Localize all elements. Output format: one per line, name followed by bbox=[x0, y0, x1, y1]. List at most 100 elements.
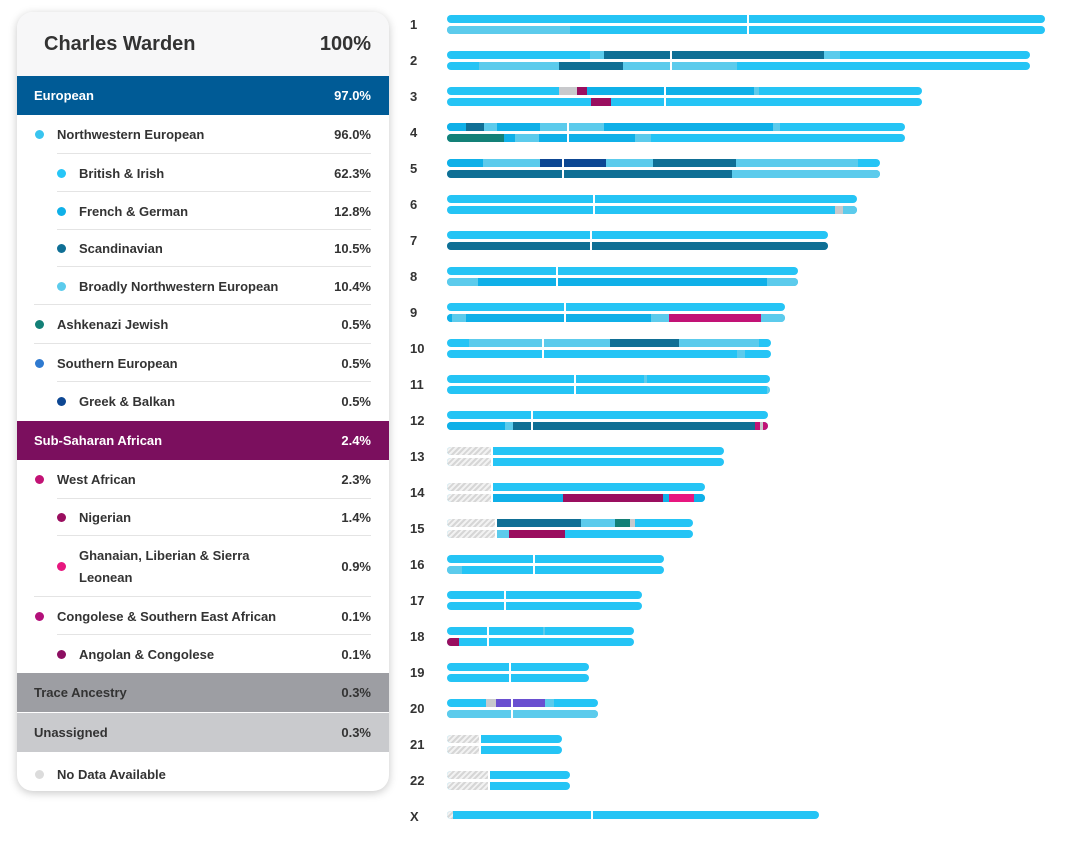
ancestry-segment[interactable] bbox=[644, 375, 647, 383]
chromosome-12-strand-1[interactable] bbox=[447, 411, 768, 419]
chromosome-14-strand-1[interactable] bbox=[447, 483, 705, 491]
ancestry-row-trace-ancestry[interactable]: Trace Ancestry 0.3% bbox=[17, 673, 389, 712]
chromosome-2-strand-2[interactable] bbox=[447, 62, 1030, 70]
chromosome-22-strand-2[interactable] bbox=[447, 782, 570, 790]
ancestry-row-ghanaian[interactable]: Ghanaian, Liberian & Sierra Leonean 0.9% bbox=[17, 536, 389, 597]
ancestry-segment[interactable] bbox=[761, 314, 785, 322]
ancestry-segment[interactable] bbox=[479, 62, 559, 70]
chromosome-20-strand-2[interactable] bbox=[447, 710, 598, 718]
chromosome-1-strand-1[interactable] bbox=[447, 15, 1045, 23]
ancestry-segment[interactable] bbox=[604, 123, 773, 131]
ancestry-segment[interactable] bbox=[694, 494, 705, 502]
chromosome-16-strand-2[interactable] bbox=[447, 566, 664, 574]
ancestry-segment[interactable] bbox=[623, 62, 670, 70]
ancestry-segment[interactable] bbox=[835, 206, 843, 214]
ancestry-segment[interactable] bbox=[666, 87, 754, 95]
chromosome-19-strand-2[interactable] bbox=[447, 674, 589, 682]
ancestry-row-congolese-sea[interactable]: Congolese & Southern East African 0.1% bbox=[17, 597, 389, 635]
ancestry-segment[interactable] bbox=[767, 386, 770, 394]
ancestry-segment[interactable] bbox=[540, 159, 562, 167]
ancestry-row-sub-saharan-african[interactable]: Sub-Saharan African 2.4% bbox=[17, 421, 389, 460]
ancestry-segment[interactable] bbox=[447, 278, 478, 286]
ancestry-segment[interactable] bbox=[590, 51, 604, 59]
ancestry-segment[interactable] bbox=[515, 134, 539, 142]
ancestry-segment[interactable] bbox=[760, 422, 763, 430]
chromosome-12-strand-2[interactable] bbox=[447, 422, 768, 430]
ancestry-segment[interactable] bbox=[669, 494, 694, 502]
ancestry-segment[interactable] bbox=[663, 494, 669, 502]
chromosome-3-strand-1[interactable] bbox=[447, 87, 922, 95]
chromosome-2-strand-1[interactable] bbox=[447, 51, 1030, 59]
chromosome-22-strand-1[interactable] bbox=[447, 771, 570, 779]
ancestry-segment[interactable] bbox=[630, 519, 635, 527]
ancestry-segment[interactable] bbox=[493, 494, 563, 502]
ancestry-segment[interactable] bbox=[447, 566, 462, 574]
ancestry-segment[interactable] bbox=[566, 314, 651, 322]
chromosome-16-strand-1[interactable] bbox=[447, 555, 664, 563]
ancestry-segment[interactable] bbox=[569, 134, 635, 142]
ancestry-row-unassigned[interactable]: Unassigned 0.3% bbox=[17, 713, 389, 752]
chromosome-21-strand-2[interactable] bbox=[447, 746, 562, 754]
ancestry-segment[interactable] bbox=[447, 170, 562, 178]
ancestry-segment[interactable] bbox=[672, 51, 824, 59]
ancestry-segment[interactable] bbox=[505, 422, 513, 430]
chromosome-18-strand-2[interactable] bbox=[447, 638, 634, 646]
ancestry-segment[interactable] bbox=[736, 159, 858, 167]
ancestry-segment[interactable] bbox=[559, 62, 623, 70]
ancestry-segment[interactable] bbox=[732, 170, 880, 178]
ancestry-segment[interactable] bbox=[447, 422, 505, 430]
ancestry-segment[interactable] bbox=[513, 422, 531, 430]
chromosome-6-strand-1[interactable] bbox=[447, 195, 857, 203]
ancestry-segment[interactable] bbox=[483, 159, 540, 167]
ancestry-segment[interactable] bbox=[539, 134, 567, 142]
ancestry-segment[interactable] bbox=[606, 159, 653, 167]
chromosome-8-strand-2[interactable] bbox=[447, 278, 798, 286]
ancestry-segment[interactable] bbox=[447, 26, 570, 34]
ancestry-segment[interactable] bbox=[679, 339, 759, 347]
chromosome-21-strand-1[interactable] bbox=[447, 735, 562, 743]
chromosome-14-strand-2[interactable] bbox=[447, 494, 705, 502]
ancestry-segment[interactable] bbox=[615, 519, 630, 527]
chromosome-9-strand-1[interactable] bbox=[447, 303, 785, 311]
ancestry-segment[interactable] bbox=[533, 422, 755, 430]
ancestry-segment[interactable] bbox=[773, 123, 780, 131]
chromosome-7-strand-1[interactable] bbox=[447, 231, 828, 239]
chromosome-20-strand-1[interactable] bbox=[447, 699, 598, 707]
chromosome-10-strand-1[interactable] bbox=[447, 339, 771, 347]
ancestry-segment[interactable] bbox=[466, 314, 564, 322]
ancestry-segment[interactable] bbox=[513, 710, 598, 718]
chromosome-9-strand-2[interactable] bbox=[447, 314, 785, 322]
ancestry-segment[interactable] bbox=[651, 314, 669, 322]
ancestry-row-ashkenazi-jewish[interactable]: Ashkenazi Jewish 0.5% bbox=[17, 305, 389, 344]
ancestry-segment[interactable] bbox=[754, 87, 759, 95]
chromosome-15-strand-1[interactable] bbox=[447, 519, 693, 527]
ancestry-segment[interactable] bbox=[564, 170, 732, 178]
ancestry-segment[interactable] bbox=[672, 62, 737, 70]
ancestry-segment[interactable] bbox=[447, 159, 483, 167]
ancestry-segment[interactable] bbox=[581, 519, 615, 527]
ancestry-row-british-irish[interactable]: British & Irish 62.3% bbox=[17, 154, 389, 192]
ancestry-segment[interactable] bbox=[486, 699, 496, 707]
ancestry-segment[interactable] bbox=[558, 278, 767, 286]
ancestry-segment[interactable] bbox=[447, 242, 590, 250]
chromosome-17-strand-2[interactable] bbox=[447, 602, 642, 610]
ancestry-segment[interactable] bbox=[563, 494, 663, 502]
ancestry-segment[interactable] bbox=[564, 159, 606, 167]
chromosome-7-strand-2[interactable] bbox=[447, 242, 828, 250]
ancestry-segment[interactable] bbox=[653, 159, 736, 167]
ancestry-segment[interactable] bbox=[497, 519, 581, 527]
ancestry-segment[interactable] bbox=[469, 339, 542, 347]
ancestry-segment[interactable] bbox=[447, 314, 452, 322]
ancestry-segment[interactable] bbox=[478, 278, 556, 286]
ancestry-segment[interactable] bbox=[635, 134, 651, 142]
ancestry-segment[interactable] bbox=[497, 123, 540, 131]
ancestry-segment[interactable] bbox=[447, 638, 459, 646]
ancestry-segment[interactable] bbox=[737, 350, 745, 358]
ancestry-segment[interactable] bbox=[843, 206, 857, 214]
ancestry-row-scandinavian[interactable]: Scandinavian 10.5% bbox=[17, 230, 389, 267]
ancestry-row-european[interactable]: European 97.0% bbox=[17, 76, 389, 115]
chromosome-4-strand-2[interactable] bbox=[447, 134, 905, 142]
ancestry-segment[interactable] bbox=[587, 87, 664, 95]
ancestry-segment[interactable] bbox=[484, 123, 497, 131]
chromosome-13-strand-2[interactable] bbox=[447, 458, 724, 466]
